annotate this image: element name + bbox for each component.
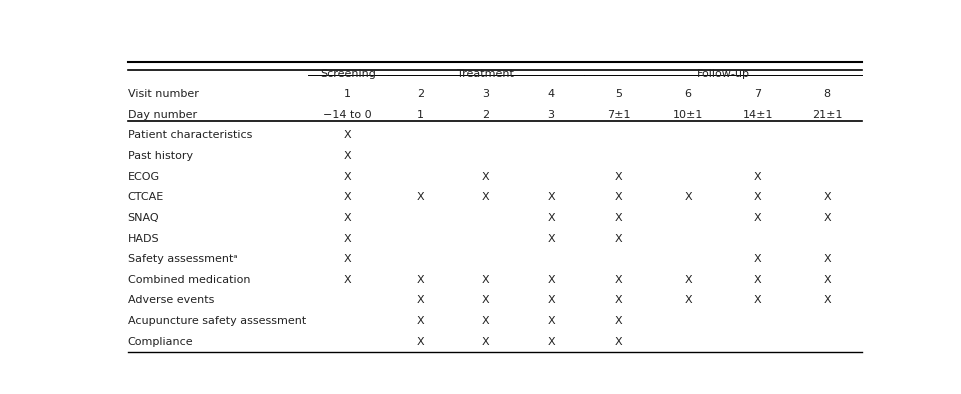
- Text: Patient characteristics: Patient characteristics: [128, 130, 252, 140]
- Text: X: X: [614, 213, 622, 223]
- Text: X: X: [753, 172, 761, 182]
- Text: Acupuncture safety assessment: Acupuncture safety assessment: [128, 316, 306, 326]
- Text: X: X: [481, 172, 489, 182]
- Text: X: X: [753, 254, 761, 264]
- Text: 21±1: 21±1: [811, 110, 842, 120]
- Text: 1: 1: [416, 110, 424, 120]
- Text: X: X: [416, 275, 424, 285]
- Text: 5: 5: [614, 89, 622, 99]
- Text: Follow-up: Follow-up: [696, 69, 749, 78]
- Text: X: X: [416, 192, 424, 202]
- Text: Visit number: Visit number: [128, 89, 198, 99]
- Text: 14±1: 14±1: [742, 110, 772, 120]
- Text: X: X: [344, 130, 351, 140]
- Text: Screening: Screening: [319, 69, 376, 78]
- Text: X: X: [753, 192, 761, 202]
- Text: X: X: [683, 275, 691, 285]
- Text: Treatment: Treatment: [456, 69, 513, 78]
- Text: Combined medication: Combined medication: [128, 275, 250, 285]
- Text: 8: 8: [823, 89, 830, 99]
- Text: X: X: [823, 296, 830, 305]
- Text: 3: 3: [547, 110, 554, 120]
- Text: X: X: [614, 172, 622, 182]
- Text: X: X: [481, 337, 489, 347]
- Text: X: X: [481, 296, 489, 305]
- Text: X: X: [614, 275, 622, 285]
- Text: 2: 2: [481, 110, 489, 120]
- Text: 10±1: 10±1: [673, 110, 702, 120]
- Text: X: X: [344, 151, 351, 161]
- Text: X: X: [481, 192, 489, 202]
- Text: X: X: [416, 316, 424, 326]
- Text: X: X: [753, 213, 761, 223]
- Text: X: X: [547, 213, 554, 223]
- Text: 1: 1: [344, 89, 351, 99]
- Text: Past history: Past history: [128, 151, 192, 161]
- Text: X: X: [823, 254, 830, 264]
- Text: 3: 3: [481, 89, 488, 99]
- Text: ECOG: ECOG: [128, 172, 160, 182]
- Text: X: X: [416, 337, 424, 347]
- Text: Safety assessmentᵃ: Safety assessmentᵃ: [128, 254, 237, 264]
- Text: X: X: [547, 296, 554, 305]
- Text: X: X: [547, 234, 554, 243]
- Text: X: X: [344, 192, 351, 202]
- Text: X: X: [614, 192, 622, 202]
- Text: X: X: [753, 275, 761, 285]
- Text: X: X: [344, 172, 351, 182]
- Text: 7±1: 7±1: [606, 110, 629, 120]
- Text: X: X: [683, 192, 691, 202]
- Text: Adverse events: Adverse events: [128, 296, 214, 305]
- Text: X: X: [614, 316, 622, 326]
- Text: X: X: [481, 316, 489, 326]
- Text: X: X: [614, 296, 622, 305]
- Text: X: X: [547, 337, 554, 347]
- Text: SNAQ: SNAQ: [128, 213, 160, 223]
- Text: X: X: [547, 316, 554, 326]
- Text: X: X: [823, 275, 830, 285]
- Text: X: X: [344, 213, 351, 223]
- Text: 6: 6: [684, 89, 691, 99]
- Text: X: X: [481, 275, 489, 285]
- Text: CTCAE: CTCAE: [128, 192, 163, 202]
- Text: X: X: [683, 296, 691, 305]
- Text: 7: 7: [753, 89, 760, 99]
- Text: X: X: [823, 192, 830, 202]
- Text: X: X: [753, 296, 761, 305]
- Text: X: X: [344, 275, 351, 285]
- Text: X: X: [614, 234, 622, 243]
- Text: X: X: [344, 234, 351, 243]
- Text: X: X: [416, 296, 424, 305]
- Text: X: X: [547, 192, 554, 202]
- Text: X: X: [614, 337, 622, 347]
- Text: 2: 2: [416, 89, 424, 99]
- Text: X: X: [823, 213, 830, 223]
- Text: 4: 4: [547, 89, 554, 99]
- Text: Compliance: Compliance: [128, 337, 193, 347]
- Text: −14 to 0: −14 to 0: [323, 110, 372, 120]
- Text: HADS: HADS: [128, 234, 160, 243]
- Text: X: X: [547, 275, 554, 285]
- Text: Day number: Day number: [128, 110, 197, 120]
- Text: X: X: [344, 254, 351, 264]
